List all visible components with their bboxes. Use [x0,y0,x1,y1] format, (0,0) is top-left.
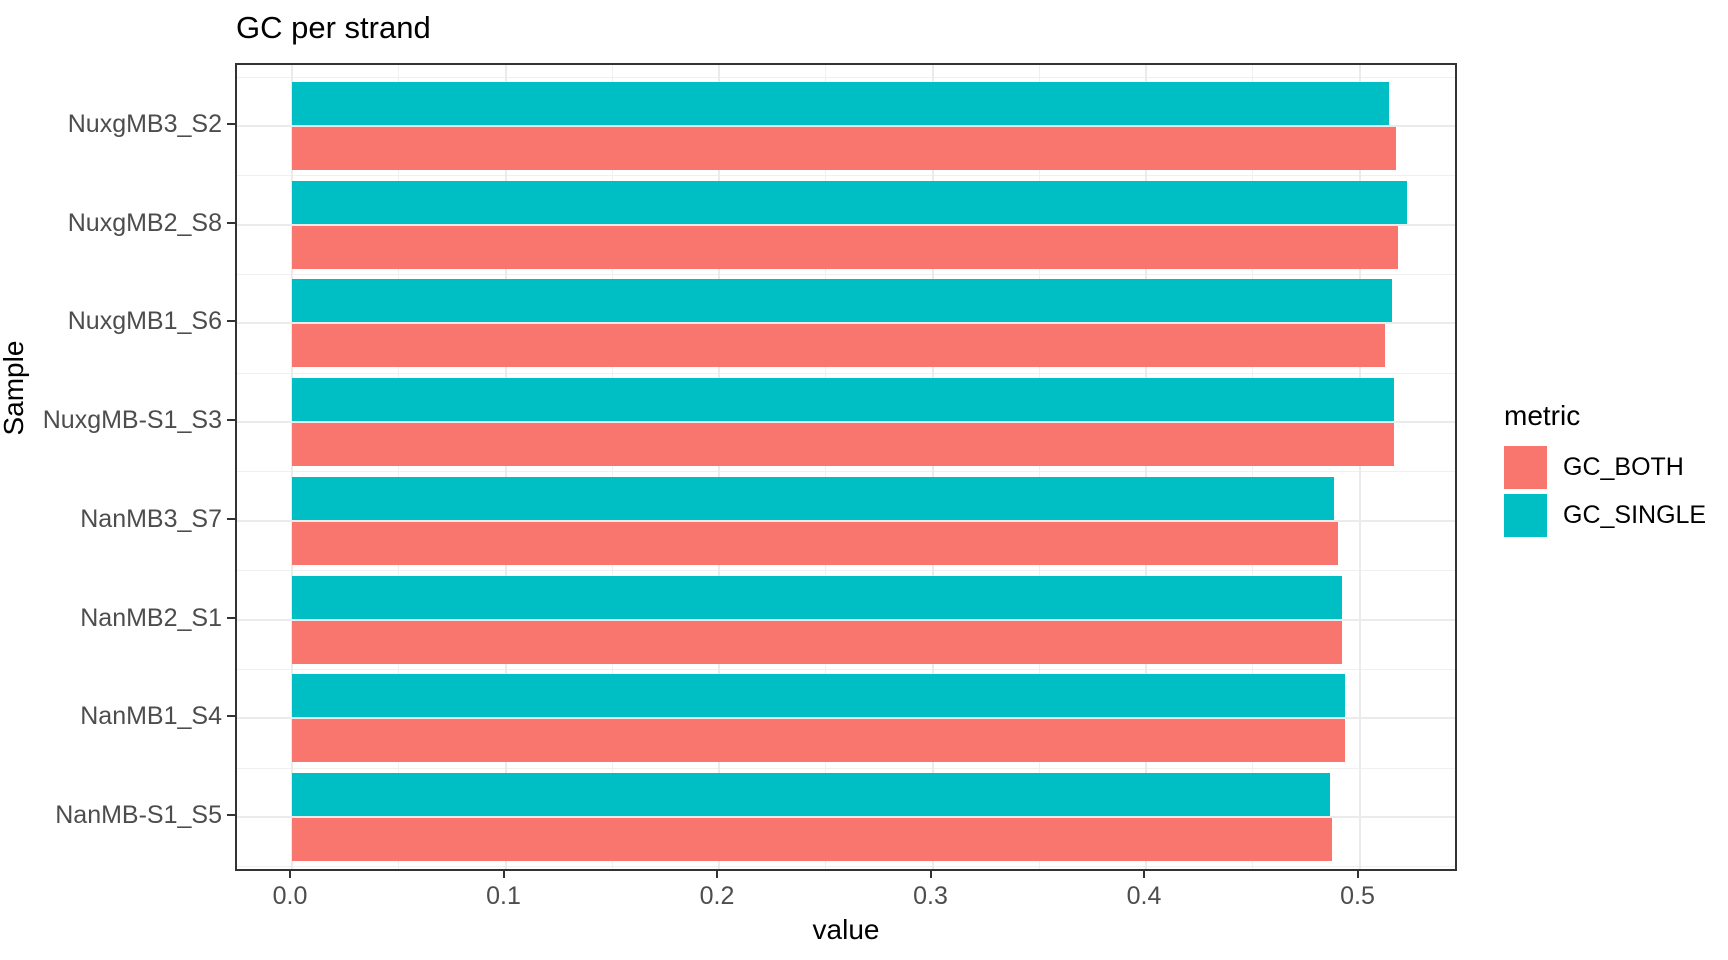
gridline-horizontal-major [237,519,1455,522]
y-tick-mark [227,123,235,125]
gridline-horizontal-major [237,421,1455,424]
legend-label: GC_BOTH [1563,453,1684,481]
y-tick-label: NuxgMB3_S2 [67,110,222,138]
bar-gc-both [292,817,1332,861]
gridline-horizontal-major [237,223,1455,226]
gridline-vertical-major [1145,65,1147,869]
gridline-horizontal-minor [237,274,1455,276]
legend-item-gc-single: GC_SINGLE [1504,494,1706,537]
gridline-vertical-minor [398,65,400,869]
gridline-vertical-minor [611,65,613,869]
bar-gc-both [292,423,1394,467]
gridline-vertical-minor [825,65,827,869]
gridline-horizontal-major [237,717,1455,720]
y-tick-mark [227,813,235,816]
bar-gc-single [292,378,1394,422]
legend: metric GC_BOTH GC_SINGLE [1504,400,1706,542]
y-tick-label: NanMB1_S4 [80,702,222,731]
y-tick-label: NuxgMB1_S6 [67,307,222,336]
x-tick-mark [502,871,505,878]
gridline-vertical-major [1358,65,1361,869]
legend-swatch-icon [1504,494,1547,537]
gridline-horizontal-minor [237,866,1455,868]
gridline-horizontal-minor [237,570,1455,572]
bar-gc-both [292,225,1398,269]
y-tick-label: NuxgMB-S1_S3 [42,406,222,435]
y-axis-title: Sample [0,340,29,436]
gridline-horizontal-minor [237,76,1455,78]
x-tick-mark [1143,871,1145,878]
y-tick-label: NanMB3_S7 [80,504,222,533]
y-tick-label: NanMB-S1_S5 [55,800,222,829]
bar-gc-single [292,476,1334,520]
y-tick-label: NanMB2_S1 [80,603,222,632]
bar-gc-both [292,620,1343,664]
legend-label: GC_SINGLE [1563,501,1707,529]
x-tick-label: 0.1 [486,882,521,910]
legend-items: GC_BOTH GC_SINGLE [1504,446,1706,537]
bar-gc-single [292,772,1330,816]
gridline-vertical-minor [1038,65,1040,869]
bar-gc-single [292,82,1390,125]
y-tick-mark [227,221,235,224]
x-tick-mark [716,871,718,878]
y-tick-mark [227,715,235,718]
gridline-horizontal-minor [237,668,1455,670]
gridline-horizontal-major [237,322,1455,325]
gridline-vertical-major [291,65,293,869]
chart-title: GC per strand [236,10,431,45]
bar-gc-both [292,324,1386,368]
bar-gc-both [292,719,1345,763]
y-tick-mark [227,419,235,422]
bar-gc-single [292,180,1407,224]
gridline-vertical-major [504,65,507,869]
x-axis-title: value [812,914,880,945]
gridline-horizontal-major [237,618,1455,621]
legend-swatch-icon [1504,446,1547,489]
bar-gc-single [292,575,1343,619]
x-tick-label: 0.5 [1340,882,1375,910]
legend-item-gc-both: GC_BOTH [1504,446,1706,489]
x-tick-label: 0.3 [913,882,948,910]
gridline-horizontal-minor [237,372,1455,374]
x-tick-mark [289,871,291,878]
plot-panel [235,63,1457,871]
y-tick-mark [227,320,235,323]
gridline-horizontal-major [237,125,1455,127]
gridline-horizontal-minor [237,767,1455,769]
x-tick-mark [1356,871,1359,878]
x-tick-label: 0.4 [1126,882,1162,910]
gridline-horizontal-minor [237,175,1455,177]
legend-title: metric [1504,400,1581,431]
gridline-horizontal-minor [237,471,1455,473]
gridline-horizontal-major [237,815,1455,818]
bar-gc-single [292,279,1392,323]
bar-gc-both [292,521,1339,565]
x-tick-label: 0.0 [272,882,308,910]
bar-gc-single [292,674,1345,718]
bar-gc-both [292,127,1396,170]
y-tick-mark [227,517,235,520]
x-tick-mark [929,871,932,878]
y-tick-label: NuxgMB2_S8 [67,208,222,237]
gridline-vertical-major [931,65,934,869]
gridline-vertical-minor [1252,65,1254,869]
y-tick-mark [227,616,235,619]
gridline-vertical-major [718,65,720,869]
x-tick-label: 0.2 [699,882,735,910]
